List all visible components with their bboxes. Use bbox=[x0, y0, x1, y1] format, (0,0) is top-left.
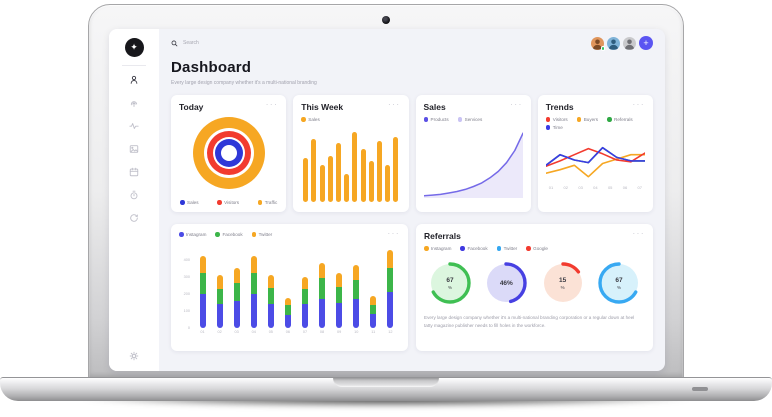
online-status-dot bbox=[600, 46, 605, 51]
cards-row-2: Instagram Facebook Twitter ··· 400 300 200… bbox=[171, 224, 653, 351]
laptop-base bbox=[0, 377, 772, 401]
trends-x-axis: 01 02 03 04 05 06 07 bbox=[548, 185, 642, 190]
page-title: Dashboard bbox=[171, 59, 252, 76]
referrals-description: Every large design company whether it's … bbox=[424, 315, 635, 328]
sidebar: ✦ bbox=[109, 29, 159, 371]
add-button[interactable]: + bbox=[639, 36, 653, 50]
logo-glyph: ✦ bbox=[130, 42, 138, 52]
trends-legend: Visitors Buyers Referrals Time bbox=[545, 117, 645, 130]
upload-cloud-icon[interactable] bbox=[129, 98, 139, 108]
social-legend: Instagram Facebook Twitter bbox=[179, 232, 272, 237]
social-x-axis: 01 02 03 04 05 06 07 08 09 10 11 12 bbox=[200, 330, 393, 334]
social-menu-button[interactable]: ··· bbox=[387, 229, 400, 238]
activity-icon[interactable] bbox=[129, 121, 139, 131]
main-content: + Dashboard Every large design company w… bbox=[159, 29, 665, 371]
trends-card: Trends ··· Visitors Buyers Referrals Tim… bbox=[537, 95, 653, 212]
timer-icon[interactable] bbox=[129, 190, 139, 200]
user-icon[interactable] bbox=[129, 75, 139, 85]
app-logo[interactable]: ✦ bbox=[124, 38, 144, 57]
image-icon[interactable] bbox=[129, 144, 139, 154]
referrals-card-title: Referrals bbox=[424, 231, 461, 241]
avatar-group: + bbox=[591, 36, 653, 51]
laptop-screen: ✦ bbox=[88, 4, 684, 378]
sales-legend: Products Services bbox=[423, 117, 523, 122]
sales-card-title: Sales bbox=[423, 102, 446, 112]
avatar-1[interactable] bbox=[591, 36, 605, 51]
this-week-menu-button[interactable]: ··· bbox=[388, 100, 401, 109]
this-week-card-title: This Week bbox=[301, 102, 344, 112]
referrals-menu-button[interactable]: ··· bbox=[632, 229, 645, 238]
topbar: + bbox=[171, 31, 653, 55]
page-subtitle: Every large design company whether it's … bbox=[171, 80, 317, 86]
avatar-3[interactable] bbox=[623, 36, 636, 50]
sales-menu-button[interactable]: ··· bbox=[510, 100, 523, 109]
referrals-gauges: 67% 46% 15% 67% bbox=[424, 260, 645, 306]
search-icon bbox=[171, 40, 178, 46]
laptop-port bbox=[692, 387, 708, 391]
history-icon[interactable] bbox=[129, 213, 139, 223]
settings-icon[interactable] bbox=[129, 351, 139, 361]
sales-card: Sales ··· Products Services bbox=[415, 95, 531, 212]
avatar-2[interactable] bbox=[607, 36, 620, 50]
search-bar bbox=[171, 39, 285, 47]
this-week-card: This Week ··· Sales bbox=[293, 95, 409, 212]
social-stacked-bar-chart: 400 300 200 100 0 01 02 03 04 05 06 07 08 09 10 11 12 bbox=[179, 244, 400, 334]
today-legend: Sales Visitors Traffic bbox=[180, 200, 277, 205]
trends-line-chart bbox=[545, 134, 645, 182]
this-week-legend: Sales bbox=[301, 117, 400, 122]
sidebar-divider bbox=[122, 65, 146, 66]
laptop-notch bbox=[333, 378, 439, 387]
social-plot bbox=[193, 244, 400, 328]
social-card: Instagram Facebook Twitter ··· 400 300 200… bbox=[171, 224, 408, 351]
today-card-title: Today bbox=[179, 102, 204, 112]
trends-card-title: Trends bbox=[545, 102, 574, 112]
dashboard-app: ✦ bbox=[109, 29, 665, 371]
search-input[interactable] bbox=[181, 39, 285, 47]
today-donut-chart bbox=[179, 117, 278, 189]
this-week-bar-chart bbox=[301, 128, 400, 202]
referrals-legend: Instagram Facebook Twitter Google bbox=[424, 246, 645, 251]
social-y-axis: 400 300 200 100 0 bbox=[183, 258, 190, 330]
referrals-card: Referrals ··· Instagram Facebook Twitter… bbox=[416, 224, 653, 351]
calendar-icon[interactable] bbox=[129, 167, 139, 177]
webcam-icon bbox=[382, 16, 390, 24]
today-card: Today ··· Sales Visitors Traffic bbox=[171, 95, 287, 212]
trends-menu-button[interactable]: ··· bbox=[632, 100, 645, 109]
cards-row-1: Today ··· Sales Visitors Traffic bbox=[171, 95, 653, 212]
today-menu-button[interactable]: ··· bbox=[265, 100, 279, 109]
sales-area-chart bbox=[423, 126, 523, 198]
